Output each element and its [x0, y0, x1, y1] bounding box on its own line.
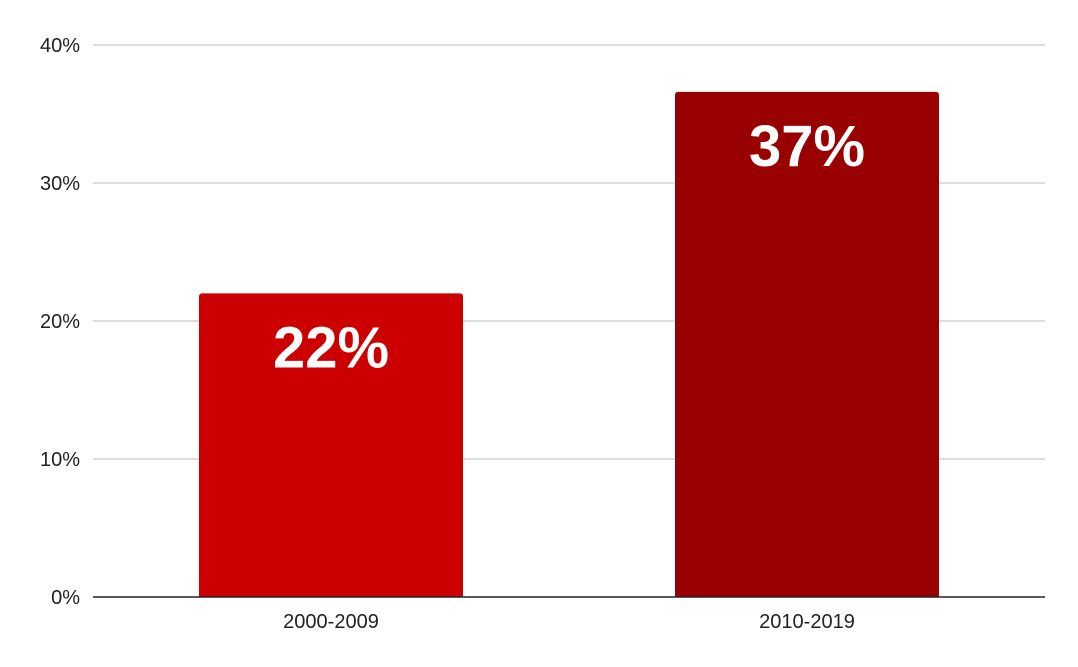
bar-2000-2009: [199, 293, 463, 597]
y-tick-label-40: 40%: [40, 35, 80, 57]
y-axis-tick-labels: 0% 10% 20% 30% 40%: [40, 35, 80, 609]
bars: [199, 91, 939, 598]
data-label-2010-2019: 37%: [749, 114, 865, 179]
x-category-label-2010-2019: 2010-2019: [759, 611, 855, 633]
bar-2010-2019: [675, 91, 939, 598]
data-label-2000-2009: 22%: [273, 315, 389, 380]
y-tick-label-30: 30%: [40, 173, 80, 195]
bar-base-2010-2019: [675, 591, 939, 597]
bar-base-2000-2009: [199, 591, 463, 597]
x-axis-category-labels: 2000-2009 2010-2019: [283, 611, 855, 633]
y-tick-label-20: 20%: [40, 311, 80, 333]
y-tick-label-10: 10%: [40, 449, 80, 471]
data-labels: 22% 37%: [273, 114, 865, 380]
x-category-label-2000-2009: 2000-2009: [283, 611, 379, 633]
y-tick-label-0: 0%: [51, 587, 80, 609]
